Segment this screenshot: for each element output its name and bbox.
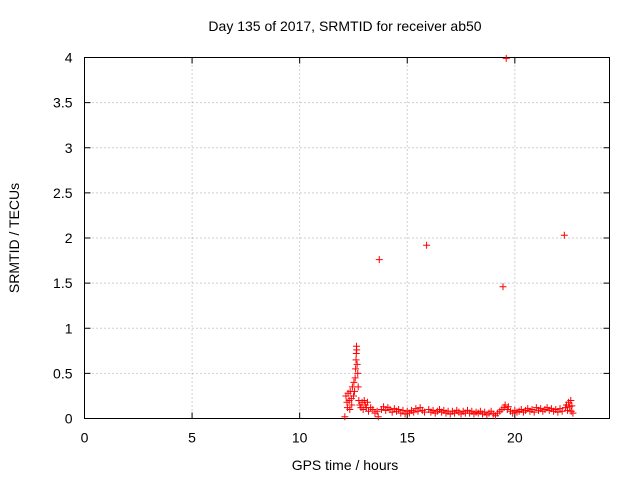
data-point xyxy=(351,374,359,382)
data-point xyxy=(349,392,357,400)
y-axis-label: SRMTID / TECUs xyxy=(6,183,22,293)
x-tick-label: 10 xyxy=(292,430,308,446)
y-tick-label: 2.5 xyxy=(53,185,73,201)
data-point xyxy=(354,383,362,391)
y-tick-label: 3 xyxy=(65,140,73,156)
y-tick-label: 4 xyxy=(65,50,73,66)
data-point xyxy=(558,407,566,415)
data-point xyxy=(530,408,538,416)
data-point xyxy=(423,241,431,249)
data-point xyxy=(359,405,367,413)
data-point xyxy=(352,365,360,373)
data-point xyxy=(567,396,575,404)
data-point xyxy=(341,413,349,421)
x-tick-label: 5 xyxy=(188,430,196,446)
data-point xyxy=(375,256,383,264)
x-tick-label: 15 xyxy=(399,430,415,446)
data-point xyxy=(568,402,576,410)
data-point xyxy=(369,405,377,413)
data-point xyxy=(365,407,373,415)
x-tick-label: 20 xyxy=(507,430,523,446)
y-tick-label: 1.5 xyxy=(53,275,73,291)
data-point xyxy=(351,387,359,395)
data-point xyxy=(410,408,418,416)
data-point xyxy=(353,346,361,354)
data-point xyxy=(501,401,509,409)
data-point xyxy=(353,360,361,368)
data-series xyxy=(341,54,577,421)
data-point xyxy=(373,407,381,415)
x-axis-label: GPS time / hours xyxy=(292,457,399,473)
data-point xyxy=(414,407,422,415)
x-tick-label: 0 xyxy=(81,430,89,446)
data-point xyxy=(554,408,562,416)
y-tick-label: 0.5 xyxy=(53,365,73,381)
data-point xyxy=(569,409,577,417)
data-point xyxy=(395,405,403,413)
y-axis: 0 0.5 1 1.5 2 2.5 3 3.5 4 xyxy=(53,50,610,427)
plot-frame xyxy=(84,57,610,419)
chart-title: Day 135 of 2017, SRMTID for receiver ab5… xyxy=(208,18,481,34)
data-point xyxy=(420,408,428,416)
data-point xyxy=(352,356,360,364)
x-axis: 0 5 10 15 20 xyxy=(81,57,523,446)
data-point xyxy=(380,403,388,411)
data-point xyxy=(567,407,575,415)
data-point xyxy=(346,405,354,413)
data-point xyxy=(564,406,572,414)
data-point xyxy=(354,369,362,377)
y-tick-label: 0 xyxy=(65,411,73,427)
data-point xyxy=(502,54,510,62)
data-point xyxy=(504,403,512,411)
y-tick-label: 3.5 xyxy=(53,95,73,111)
data-point xyxy=(499,283,507,291)
data-point xyxy=(374,413,382,421)
y-tick-label: 1 xyxy=(65,320,73,336)
data-point xyxy=(360,396,368,404)
grid xyxy=(84,57,610,419)
y-tick-label: 2 xyxy=(65,230,73,246)
data-point xyxy=(399,406,407,414)
data-point xyxy=(350,378,358,386)
data-point xyxy=(348,401,356,409)
data-point xyxy=(363,398,371,406)
data-point xyxy=(560,231,568,239)
data-point xyxy=(388,408,396,416)
